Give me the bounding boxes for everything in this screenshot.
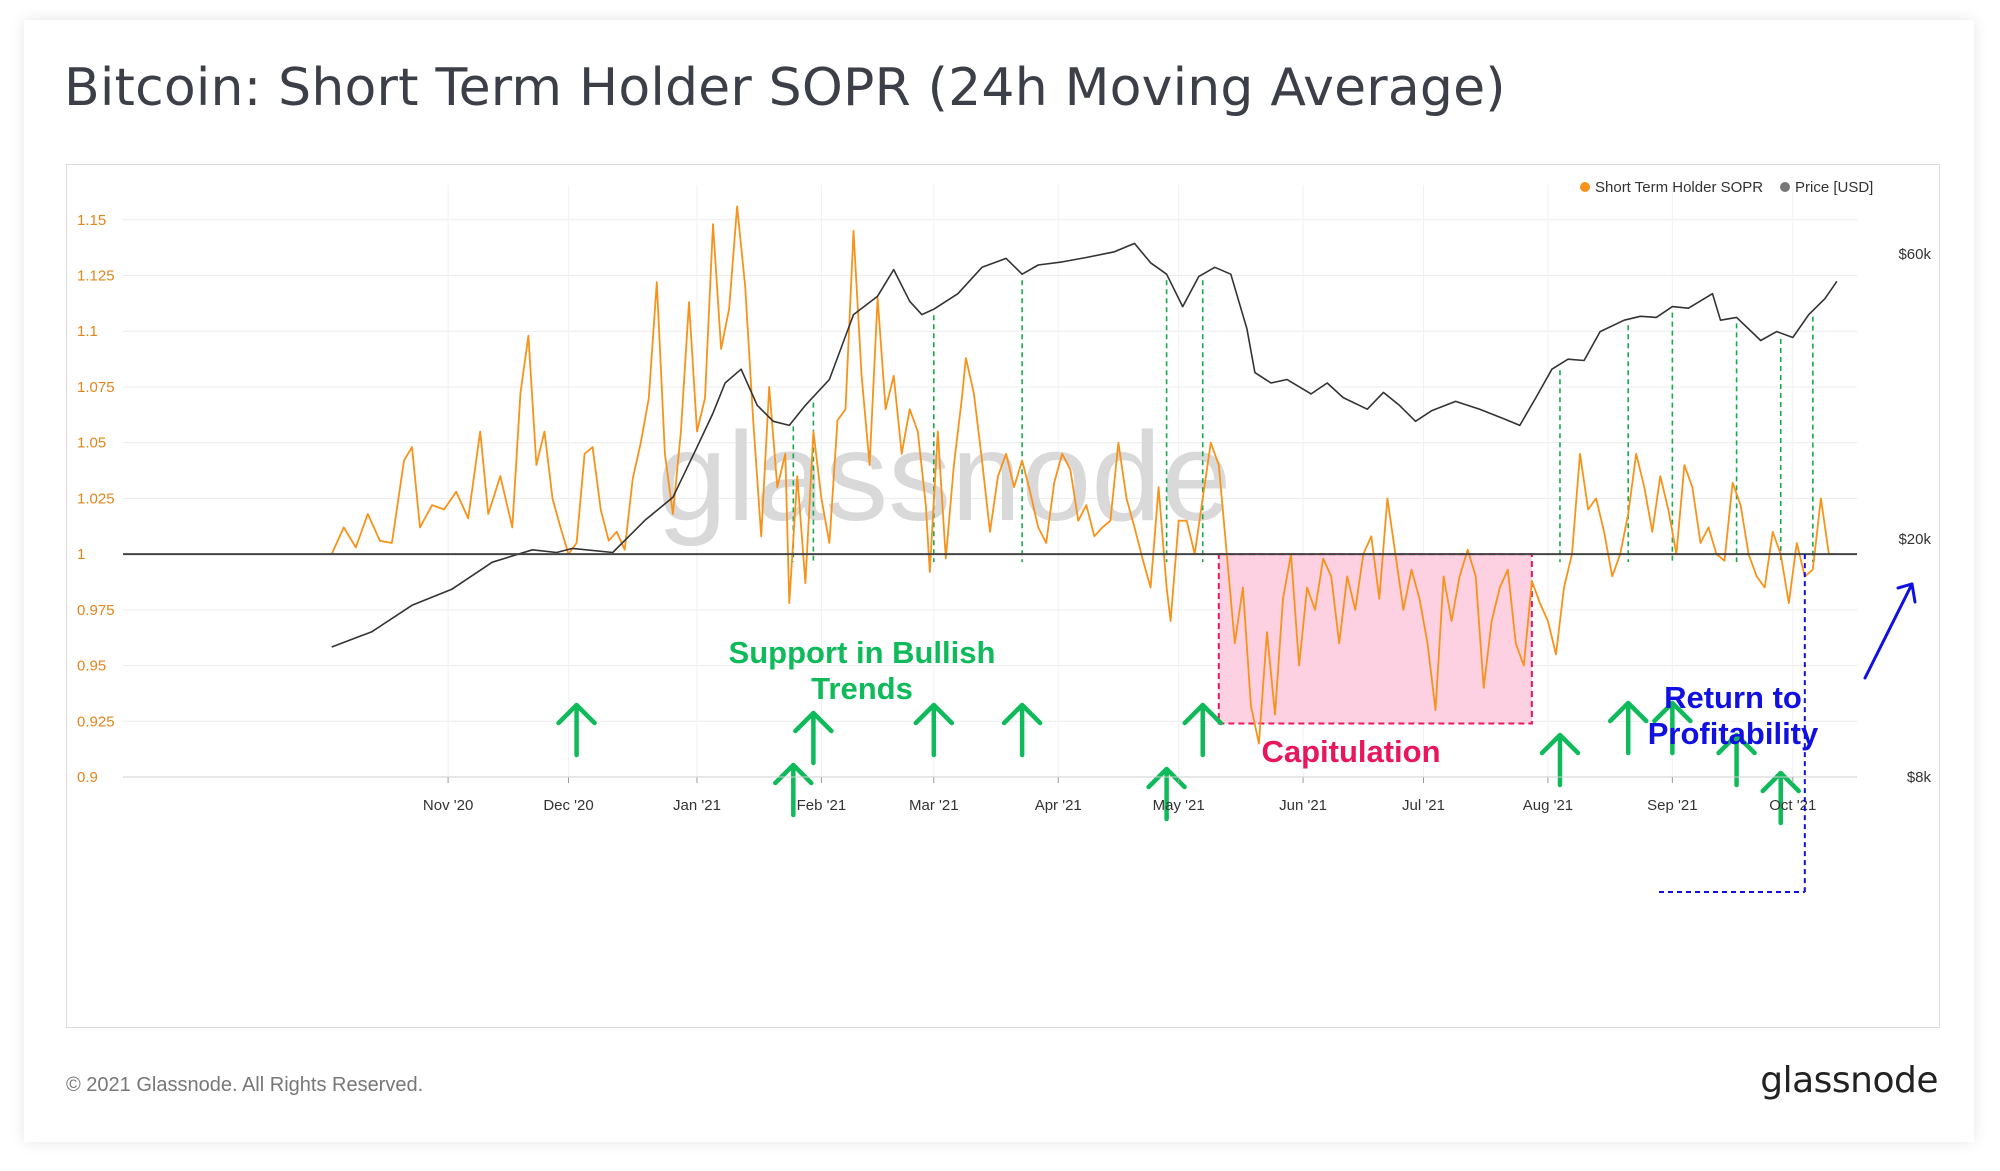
x-tick-label: Apr '21 [1035, 797, 1082, 814]
chart-frame: glassnode 1.15 1.125 1.1 1.075 1.05 1.025 1 0.9… [66, 164, 1940, 1028]
profitability-arrow-icon [1863, 582, 1917, 680]
copyright-text: © 2021 Glassnode. All Rights Reserved. [66, 1074, 424, 1096]
x-tick-label: Jun '21 [1279, 797, 1327, 814]
support-arrow-icon [1182, 702, 1223, 758]
support-arrows [556, 700, 1801, 826]
legend-dot-price [1780, 182, 1790, 192]
glassnode-logo: glassnode [1760, 1060, 1938, 1101]
axes-group: 1.15 1.125 1.1 1.075 1.05 1.025 1 0.975 0.95 0.92… [77, 212, 1931, 814]
profitability-label-line-1: Return to [1664, 680, 1802, 715]
y-tick-label: 1.05 [77, 435, 106, 452]
y-tick-label: 1 [77, 546, 85, 563]
support-arrow-icon [1607, 700, 1649, 756]
y-tick-label: 1.125 [77, 267, 115, 284]
y-tick-label: 0.9 [77, 769, 98, 786]
y-tick-label: 0.925 [77, 713, 115, 730]
x-tick-label: Mar '21 [909, 797, 959, 814]
support-arrow-icon [1652, 700, 1693, 756]
series-line-sopr [330, 205, 1837, 745]
support-label-line-1: Support in Bullish [729, 635, 996, 670]
support-arrow-icon [556, 702, 597, 758]
legend-label-price[interactable]: Price [USD] [1795, 179, 1873, 196]
y-tick-label: 1.075 [77, 379, 115, 396]
annotation-labels: Support in Bullish Trends Capitulation R… [729, 635, 1819, 769]
legend[interactable]: Short Term Holder SOPR Price [USD] [1580, 179, 1873, 196]
support-arrow-icon [913, 702, 955, 758]
x-tick-label: Jan '21 [673, 797, 721, 814]
support-arrow-icon [1001, 702, 1043, 758]
y-tick-label: 0.95 [77, 658, 106, 675]
support-arrow-icon [793, 710, 834, 766]
support-label-line-2: Trends [811, 671, 913, 706]
capitulation-label: Capitulation [1261, 734, 1440, 769]
page-title: Bitcoin: Short Term Holder SOPR (24h Mov… [64, 58, 1506, 118]
x-tick-label: Jul '21 [1402, 797, 1445, 814]
y-right-tick-label: $20k [1898, 531, 1931, 548]
support-arrow-icon [1760, 770, 1801, 826]
x-tick-label: Nov '20 [423, 797, 473, 814]
y-right-tick-label: $60k [1898, 246, 1931, 263]
x-tick-label: Dec '20 [543, 797, 593, 814]
x-tick-label: Sep '21 [1647, 797, 1697, 814]
x-tick-label: May '21 [1153, 797, 1205, 814]
y-tick-label: 1.15 [77, 212, 106, 229]
profitability-marker [1659, 554, 1917, 893]
x-tick-label: Aug '21 [1523, 797, 1573, 814]
y-tick-label: 1.1 [77, 323, 98, 340]
y-right-tick-label: $8k [1907, 769, 1932, 786]
legend-label-sopr[interactable]: Short Term Holder SOPR [1595, 179, 1763, 196]
x-tick-label: Oct '21 [1769, 797, 1816, 814]
support-dashed-lines [792, 280, 1814, 563]
profitability-label-line-2: Profitability [1648, 716, 1819, 751]
series-group [330, 205, 1838, 745]
chart-svg: glassnode 1.151.1251.11.0751.051.02510.9… [77, 179, 1931, 893]
series-line-price [331, 242, 1838, 648]
x-tick-label: Feb '21 [797, 797, 847, 814]
legend-dot-sopr [1580, 182, 1590, 192]
y-tick-label: 1.025 [77, 490, 115, 507]
y-tick-label: 0.975 [77, 602, 115, 619]
